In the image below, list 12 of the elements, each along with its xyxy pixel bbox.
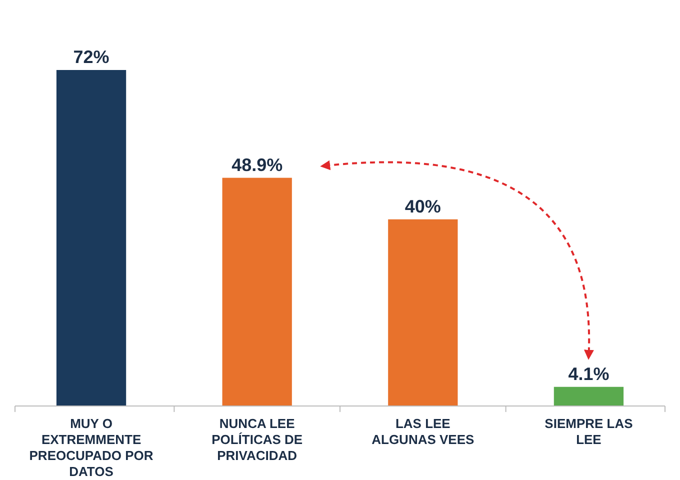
x-tick-label: NUNCA LEE POLÍTICAS DE PRIVACIDAD [212, 416, 303, 463]
x-tick-label: LAS LEE ALGUNAS VEES [372, 416, 475, 447]
data-label: 40% [404, 196, 441, 216]
bar [222, 178, 292, 406]
bar [56, 70, 126, 406]
bar [388, 219, 458, 406]
data-label: 48.9% [232, 154, 283, 175]
data-label: 72% [73, 47, 110, 67]
bar [554, 386, 624, 406]
x-tick-label: MUY O EXTREMMENTE PREOCUPADO POR DATOS [29, 416, 154, 479]
x-tick-label: SIEMPRE LAS LEE [544, 416, 634, 447]
data-label: 4.1% [568, 364, 610, 384]
